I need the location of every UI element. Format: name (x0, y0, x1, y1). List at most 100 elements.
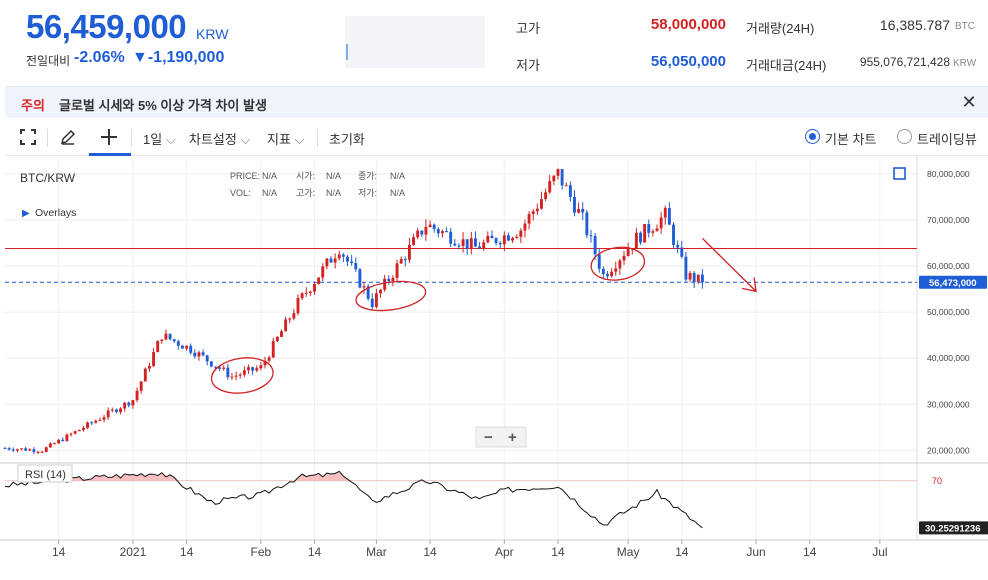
candle-body (11, 449, 15, 451)
candle-body (684, 256, 688, 280)
toolbar-divider (317, 129, 318, 147)
candle-body (585, 212, 589, 236)
candle-body (185, 345, 189, 349)
candle-body (577, 208, 581, 213)
candle-body (15, 449, 19, 451)
x-axis: 14 2021 14 Feb 14 Mar 14 Apr 14 May 14 Jun 14 Jul (0, 539, 988, 559)
tradingview-label[interactable]: 트레이딩뷰 (917, 132, 977, 147)
candle-body (143, 368, 147, 382)
amount-value: 955,076,721,428 (859, 55, 950, 69)
tradingview-radio[interactable] (897, 129, 912, 144)
candle-body (28, 449, 32, 451)
candle-body (139, 381, 143, 391)
candle-body (568, 185, 572, 197)
candle-body (589, 235, 593, 237)
x-tick-label: May (617, 545, 640, 559)
volume-label: 거래량(24H) (746, 21, 815, 36)
reset-button[interactable]: 초기화 (329, 132, 365, 147)
candle-body (3, 448, 7, 450)
candle-body (395, 263, 399, 278)
info-panel: PRICE: N/A 시가: N/A 종가: N/A VOL: N/A 고가: … (230, 171, 405, 198)
basic-chart-radio[interactable] (805, 129, 820, 144)
candle-body (490, 235, 494, 239)
fullscreen-icon[interactable] (19, 128, 37, 149)
current-price-label: 56,473,000 (929, 278, 977, 289)
candle-body (548, 181, 552, 193)
candle-body (696, 274, 700, 283)
candle-body (651, 231, 655, 233)
candle-body (473, 238, 477, 247)
candle-body (53, 443, 56, 445)
candle-body (102, 417, 106, 420)
y-tick-label: 20,000,000 (927, 445, 970, 455)
candle-body (304, 292, 308, 294)
zoom-out-button[interactable]: − (484, 429, 493, 446)
x-tick-label: 14 (423, 545, 437, 559)
period-label: 1일 (143, 132, 163, 147)
candle-body (7, 448, 11, 450)
close-icon[interactable]: ✕ (961, 92, 977, 112)
candle-body (337, 254, 341, 259)
candle-body (601, 268, 605, 275)
indicators-label: 지표 (267, 132, 291, 147)
candle-body (57, 439, 61, 444)
candle-body (296, 298, 300, 314)
candle-body (222, 367, 226, 369)
candle-body (325, 258, 329, 267)
candle-body (119, 408, 122, 413)
compare-icon[interactable] (893, 167, 906, 180)
candle-body (667, 207, 671, 225)
candle-body (449, 231, 453, 244)
zoom-in-button[interactable]: + (508, 429, 517, 446)
x-tick-label: Jun (746, 545, 765, 559)
info-price-label: PRICE: (230, 171, 260, 181)
candle-body (453, 243, 457, 246)
candle-body (214, 366, 217, 368)
candle-body (498, 243, 502, 245)
rsi-label: RSI (14) (25, 469, 66, 481)
crosshair-icon[interactable] (99, 127, 119, 150)
candle-body (478, 246, 482, 249)
hand-annotations (210, 237, 757, 394)
candle-body (234, 375, 238, 377)
volume-unit: BTC (955, 21, 975, 32)
pencil-icon[interactable] (59, 128, 77, 149)
period-select[interactable]: 1일 ⌵ (143, 129, 176, 148)
change-percent: -2.06% (74, 49, 125, 66)
candle-body (469, 238, 473, 249)
candle-body (523, 223, 527, 231)
candle-body (147, 365, 151, 369)
candle-body (300, 293, 304, 299)
indicators-button[interactable]: 지표 ⌵ (267, 129, 304, 148)
candle-body (341, 254, 345, 257)
price-chart[interactable]: 80,000,000 70,000,000 60,000,000 50,000,000… (0, 156, 988, 580)
x-tick-label: 14 (52, 545, 66, 559)
candle-body (350, 261, 354, 264)
info-low-value: N/A (390, 188, 405, 198)
chevron-down-icon: ⌵ (165, 132, 176, 147)
candle-body (160, 339, 164, 342)
candle-body (313, 284, 316, 292)
candle-body (688, 273, 692, 280)
overlays-label[interactable]: Overlays (35, 207, 76, 219)
candle-body (77, 429, 81, 432)
rsi-panel: 70 (0, 462, 988, 529)
basic-chart-label[interactable]: 기본 차트 (825, 132, 877, 147)
candle-body (321, 266, 325, 278)
candle-body (346, 256, 349, 262)
candle-body (457, 245, 461, 247)
candle-body (647, 224, 651, 233)
y-tick-label: 70,000,000 (927, 215, 970, 225)
active-tool-indicator (89, 153, 131, 156)
overlays-toggle-icon[interactable]: ▶ (22, 208, 30, 219)
candle-body (515, 236, 519, 239)
candle-body (676, 244, 680, 248)
x-tick-label: 14 (551, 545, 565, 559)
x-tick-label: 14 (803, 545, 817, 559)
candle-body (230, 376, 234, 378)
chart-settings-button[interactable]: 차트설정 ⌵ (189, 129, 250, 148)
candle-body (65, 434, 69, 442)
candle-body (511, 238, 515, 241)
y-tick-label: 30,000,000 (927, 399, 970, 409)
x-tick-label: 14 (308, 545, 322, 559)
